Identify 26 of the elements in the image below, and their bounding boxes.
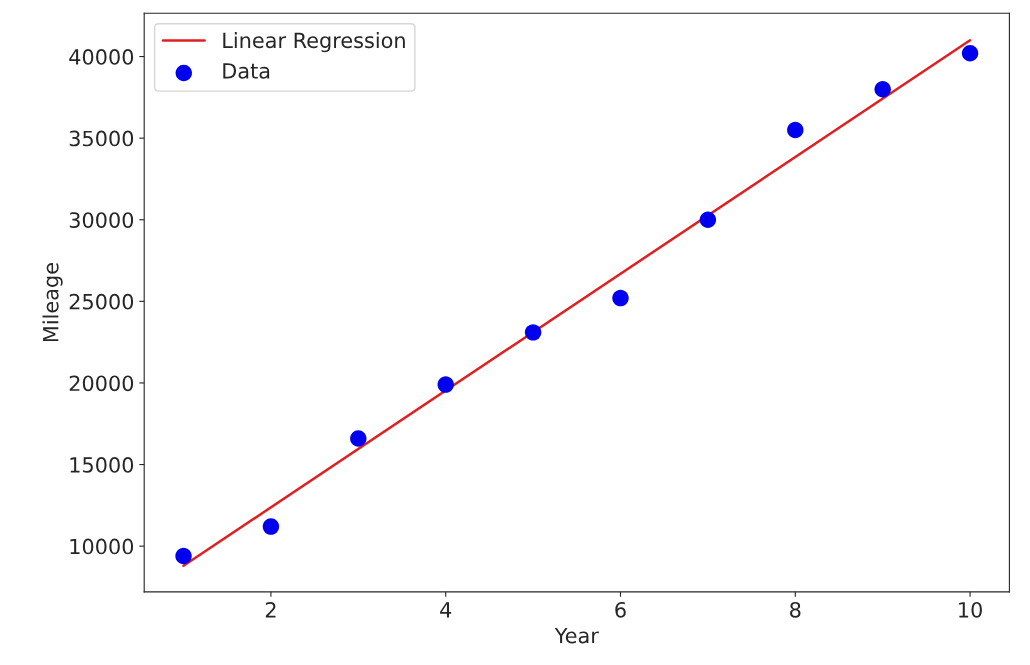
y-tick-label: 15000 <box>70 457 134 473</box>
point <box>961 45 979 62</box>
point <box>350 430 367 447</box>
y-tick-label: 20000 <box>69 375 134 392</box>
point <box>612 289 629 307</box>
point <box>262 518 280 535</box>
point <box>437 376 454 393</box>
y-axis-title: Mileage <box>42 263 63 342</box>
point <box>874 80 891 98</box>
y-tick-label: 35000 <box>69 130 134 147</box>
legend-label: Linear Regression <box>223 32 405 53</box>
x-tick-label: 8 <box>790 601 801 618</box>
x-tick-label: 4 <box>440 602 452 618</box>
point <box>699 211 717 228</box>
point <box>524 324 542 341</box>
x-tick-label: 10 <box>959 601 982 618</box>
x-axis-title: Year <box>554 627 599 644</box>
y-tick-label: 10000 <box>70 538 134 555</box>
y-tick-label: 40000 <box>69 49 134 65</box>
point <box>787 121 804 139</box>
x-tick-label: 6 <box>615 601 626 618</box>
x-tick-label: 2 <box>265 601 276 618</box>
point <box>175 547 192 565</box>
legend-label: Data <box>223 63 270 79</box>
y-tick-label: 30000 <box>69 212 134 228</box>
y-tick-label: 25000 <box>69 293 134 310</box>
